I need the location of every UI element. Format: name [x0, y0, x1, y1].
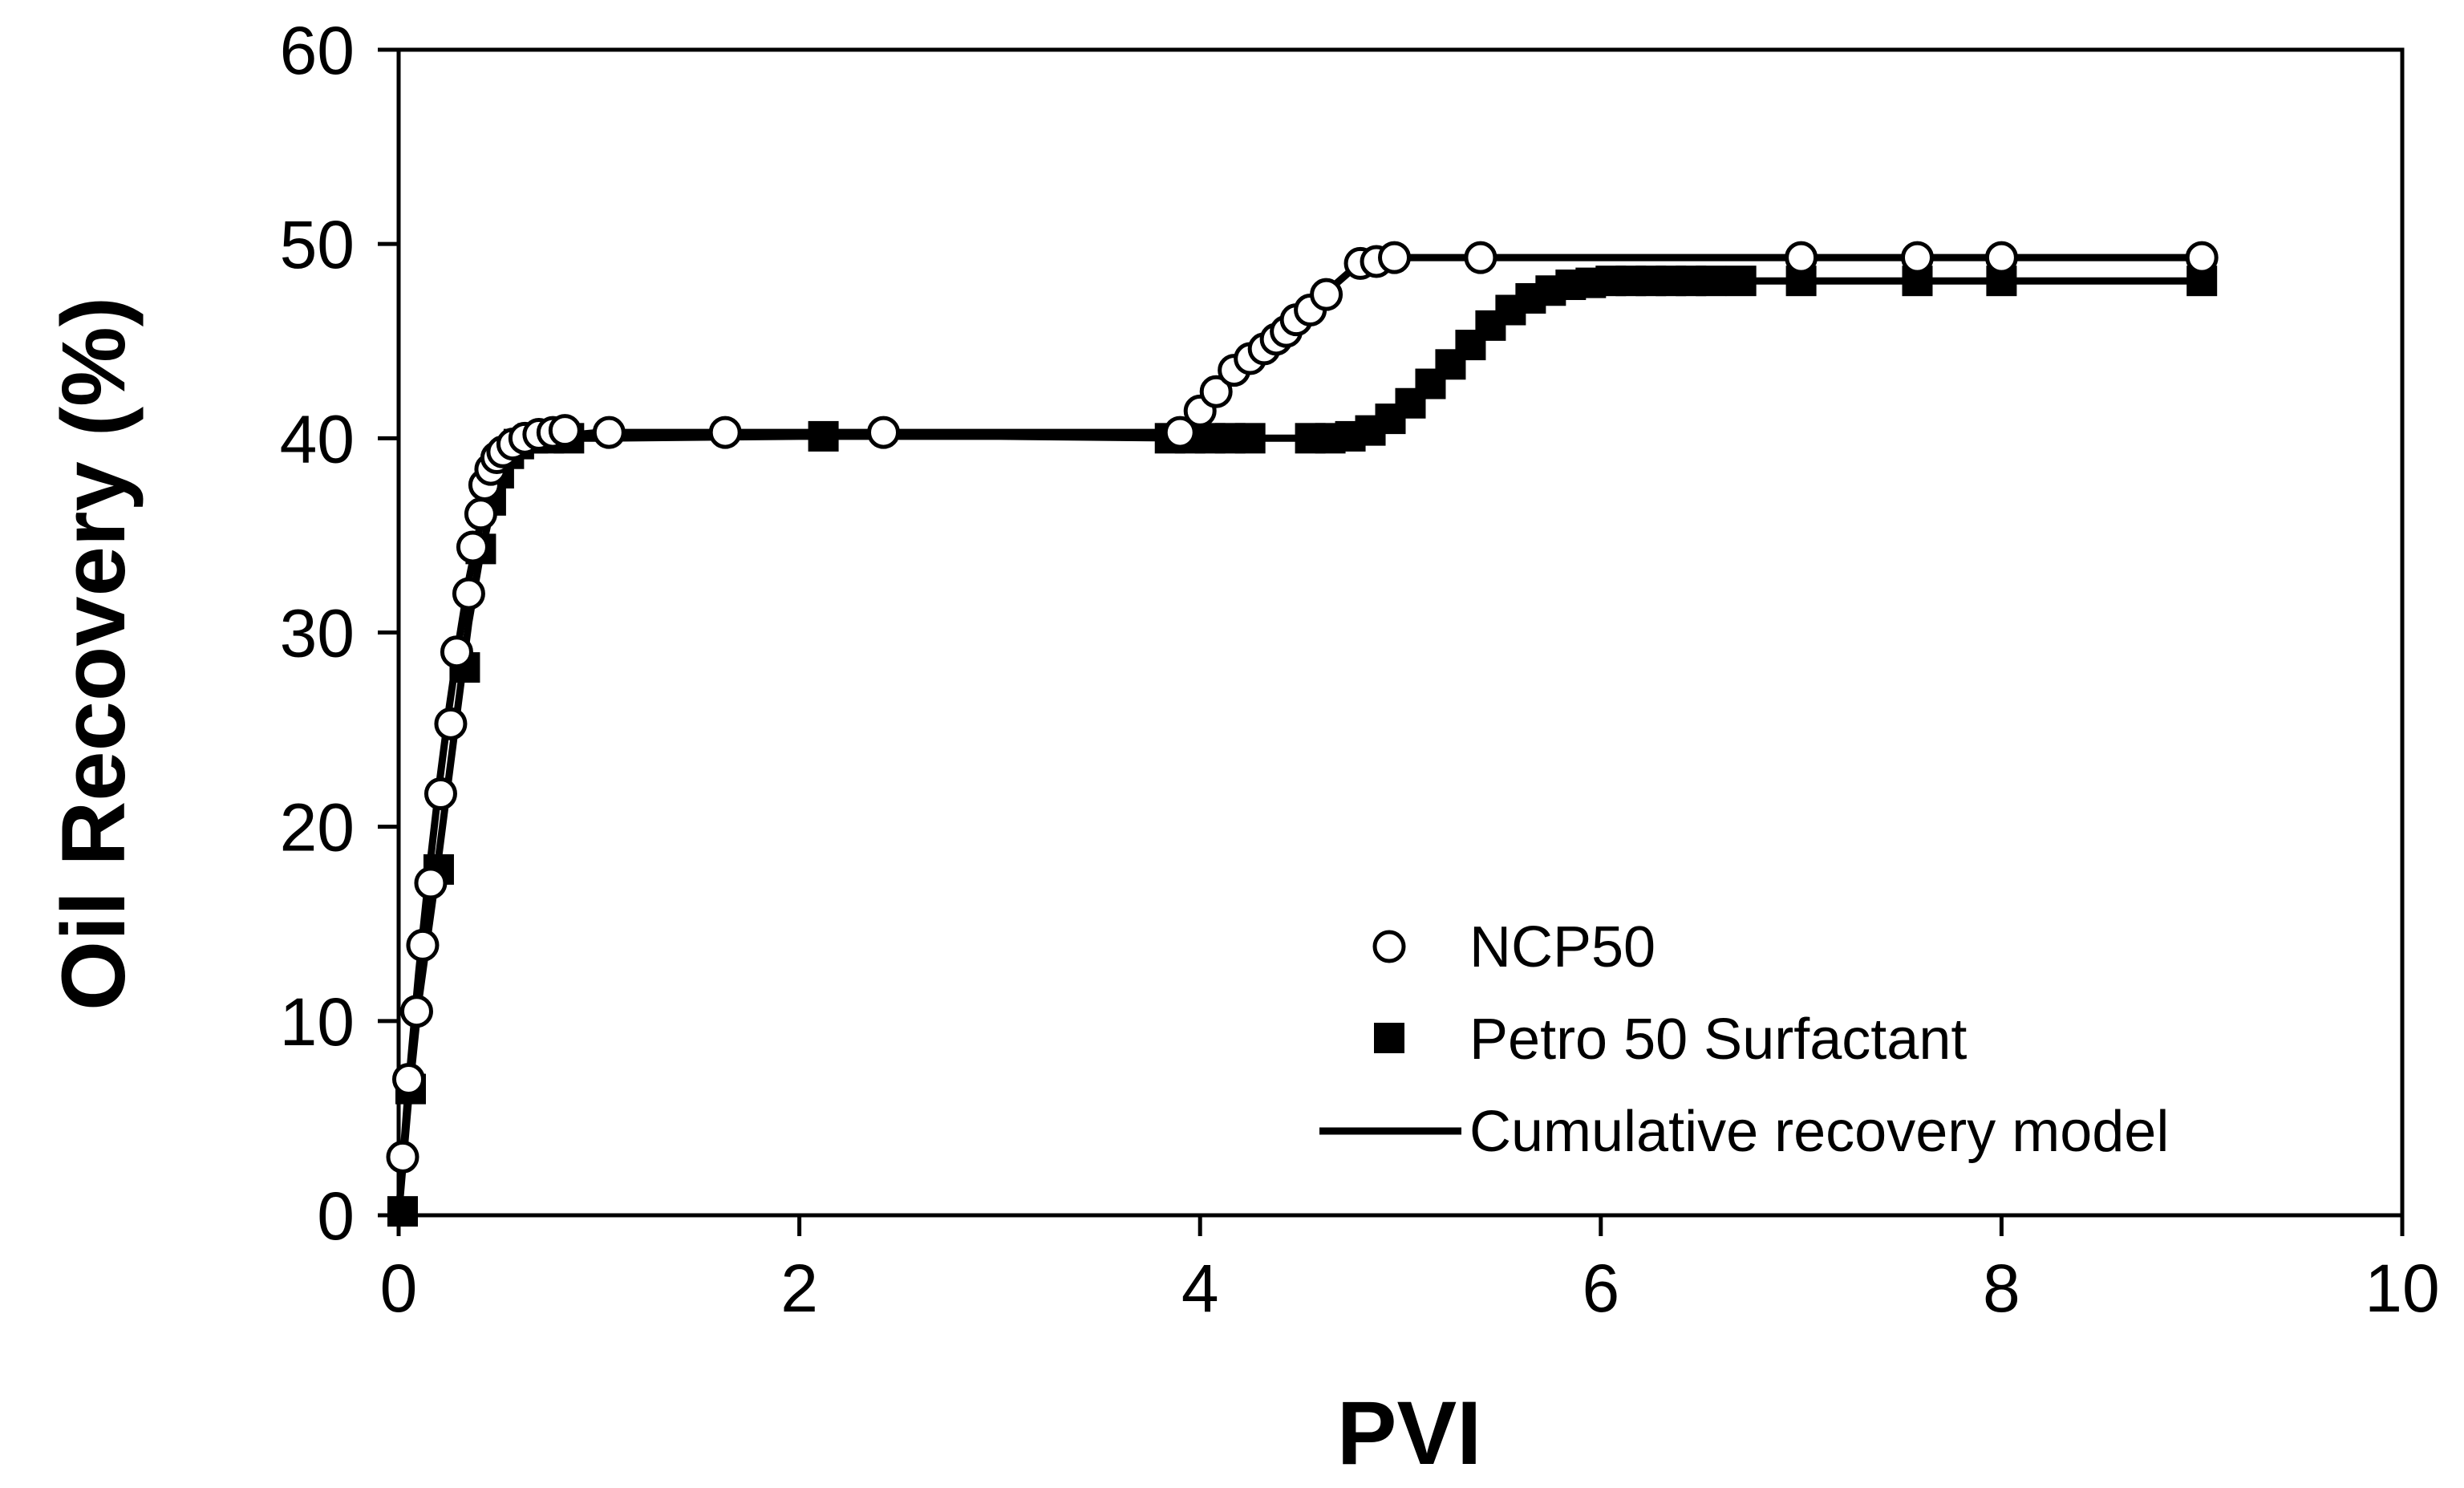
ncp50-point — [708, 416, 742, 449]
ncp50-point — [1378, 241, 1412, 274]
ncp50-point — [1464, 241, 1497, 274]
x-axis-title: PVI — [1337, 1383, 1482, 1483]
x-tick-label: 8 — [1983, 1251, 2020, 1326]
ncp50-point — [1900, 241, 1934, 274]
y-tick-label: 50 — [280, 207, 355, 282]
axis-ticks — [378, 47, 2405, 1236]
ncp50-point — [440, 635, 473, 669]
ncp50-point — [1310, 278, 1343, 311]
ncp50-point — [414, 866, 448, 900]
petro-50-surfactant-point — [808, 420, 839, 452]
y-tick-label: 10 — [280, 984, 355, 1060]
ncp50-point — [386, 1140, 419, 1174]
petro-50-surfactant-point — [387, 1196, 418, 1227]
x-tick-label: 10 — [2365, 1251, 2439, 1326]
y-tick-label: 40 — [280, 401, 355, 476]
legend: NCP50 Petro 50 Surfactant Cumulative rec… — [1319, 915, 2169, 1164]
ncp50-point — [391, 1062, 425, 1096]
legend-petro-50-surfactant-marker — [1374, 1023, 1404, 1053]
ncp50-point — [867, 416, 901, 449]
model-curve-2 — [395, 277, 2203, 1216]
y-tick-label: 20 — [280, 790, 355, 866]
ncp50-point — [1163, 416, 1197, 449]
ncp50-point — [434, 707, 468, 740]
ncp50-series — [386, 241, 2219, 1174]
x-tick-label: 4 — [1181, 1251, 1219, 1326]
ncp50-point — [399, 995, 433, 1028]
ncp50-point — [406, 928, 440, 962]
petro-50-surfactant-series — [387, 266, 2218, 1227]
legend-model-label: Cumulative recovery model — [1469, 1100, 2169, 1164]
ncp50-point — [464, 497, 497, 531]
y-axis-title: Oil Recovery (%) — [43, 297, 144, 1011]
x-tick-label: 2 — [780, 1251, 818, 1326]
legend-ncp50-marker — [1372, 930, 1406, 963]
ncp50-point — [452, 577, 485, 610]
legend-petro-50-surfactant-label: Petro 50 Surfactant — [1469, 1008, 1967, 1072]
y-tick-label: 0 — [317, 1178, 355, 1254]
petro-50-surfactant-point — [1234, 423, 1266, 454]
ncp50-point — [456, 530, 489, 564]
ncp50-point — [1984, 241, 2018, 274]
legend-ncp50-label: NCP50 — [1469, 915, 1656, 979]
ncp50-point — [1785, 241, 1818, 274]
ncp50-point — [1199, 375, 1233, 408]
y-tick-label: 60 — [280, 13, 355, 88]
x-tick-labels: 0 2 4 6 8 10 — [380, 1251, 2440, 1326]
x-tick-label: 0 — [380, 1251, 418, 1326]
ncp50-point — [2185, 241, 2219, 274]
petro-50-surfactant-point — [1696, 266, 1727, 297]
y-tick-label: 30 — [280, 596, 355, 671]
y-tick-labels: 0 10 20 30 40 50 60 — [280, 13, 355, 1254]
ncp50-point — [592, 416, 626, 449]
petro-50-surfactant-point — [1725, 266, 1757, 297]
ncp50-point — [548, 414, 582, 448]
x-tick-label: 6 — [1582, 1251, 1619, 1326]
ncp50-point — [424, 776, 457, 810]
